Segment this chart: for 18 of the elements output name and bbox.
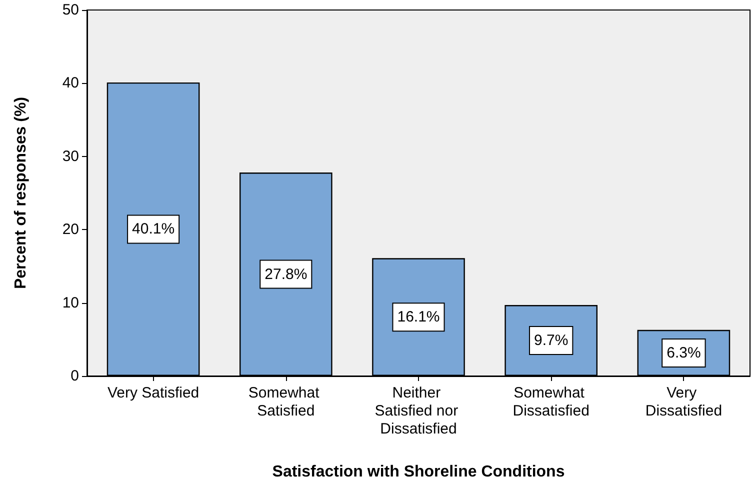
y-tick-label: 20 (62, 221, 79, 238)
data-label: 16.1% (397, 308, 440, 326)
y-tick-label: 40 (62, 74, 79, 92)
data-label: 9.7% (534, 332, 568, 349)
y-tick-label: 30 (62, 148, 79, 165)
x-tick-label: Very Dissatisfied (645, 384, 722, 420)
x-axis-title: Satisfaction with Shoreline Conditions (272, 464, 565, 480)
y-tick-label: 10 (62, 294, 79, 312)
x-tick-label: Somewhat Satisfied (248, 384, 324, 420)
y-tick-label: 0 (70, 368, 79, 384)
y-axis-title: Percent of responses (%) (12, 96, 30, 290)
data-label: 40.1% (132, 220, 175, 238)
data-label: 6.3% (666, 344, 701, 362)
data-label: 27.8% (264, 266, 308, 283)
x-tick-label: Very Satisfied (107, 384, 200, 402)
x-tick-label: Neither Satisfied nor Dissatisfied (374, 384, 462, 438)
y-tick-label: 50 (62, 2, 79, 18)
x-tick-label: Somewhat Dissatisfied (512, 384, 590, 420)
